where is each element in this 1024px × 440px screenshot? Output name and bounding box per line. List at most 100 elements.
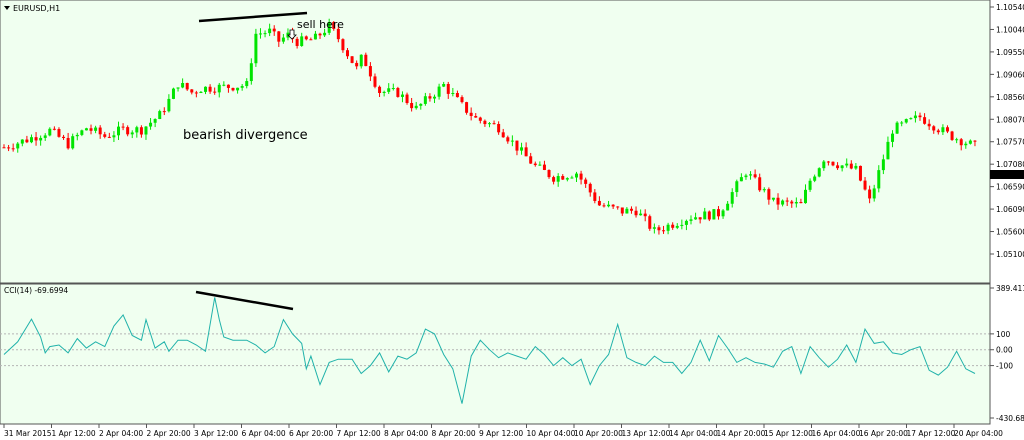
bear-candle (318, 32, 322, 39)
bull-candle (556, 173, 560, 187)
candle-body (167, 98, 171, 112)
price-tick-label: 1.10040 (996, 25, 1024, 34)
bull-candle (900, 120, 904, 127)
candle-body (419, 103, 423, 106)
bull-candle (840, 165, 844, 172)
candle-body (34, 137, 38, 141)
bear-candle (579, 170, 583, 185)
bull-candle (625, 207, 629, 214)
candle-body (813, 176, 817, 181)
bull-candle (565, 177, 569, 182)
candle-body (323, 32, 327, 36)
candle-body (332, 21, 336, 29)
bull-candle (258, 28, 262, 39)
bear-candle (469, 107, 473, 121)
time-tick-label: 6 Apr 04:00 (242, 429, 286, 438)
bull-candle (749, 171, 753, 180)
candle-body (2, 147, 6, 149)
candle-body (886, 141, 890, 160)
candle-body (845, 163, 849, 166)
candle-body (410, 102, 414, 109)
time-tick-label: 10 Apr 20:00 (574, 429, 623, 438)
bull-candle (327, 18, 331, 35)
candle-body (959, 139, 963, 146)
symbol-dropdown-icon[interactable] (4, 6, 10, 10)
bull-candle (414, 101, 418, 110)
bull-candle (913, 111, 917, 123)
price-tick-label: 1.05600 (996, 228, 1024, 237)
time-tick-label: 14 Apr 20:00 (717, 429, 766, 438)
candle-body (868, 189, 872, 199)
candle-body (185, 83, 189, 90)
bear-candle (836, 162, 840, 170)
bear-candle (515, 140, 519, 156)
candle-body (565, 178, 569, 180)
candle-body (391, 88, 395, 90)
bear-candle (552, 175, 556, 185)
bull-candle (423, 92, 427, 106)
bull-candle (941, 124, 945, 135)
candle-body (71, 136, 75, 149)
candle-body (616, 206, 620, 208)
cci-title: CCI(14) -69.6994 (4, 286, 68, 295)
candle-body (460, 97, 464, 103)
bear-candle (309, 37, 313, 41)
bull-candle (171, 87, 175, 100)
candle-body (130, 132, 134, 135)
candle-body (556, 176, 560, 182)
candle-body (955, 139, 959, 141)
candle-body (538, 164, 542, 166)
candle-body (726, 203, 730, 211)
bull-candle (217, 82, 221, 98)
bull-candle (240, 84, 244, 91)
candle-body (268, 28, 272, 34)
bear-candle (753, 169, 757, 179)
candle-body (822, 161, 826, 169)
candle-body (80, 130, 84, 135)
candle-body (144, 126, 148, 135)
candle-body (400, 94, 404, 97)
price-trendline[interactable] (198, 11, 308, 23)
candle-body (913, 115, 917, 119)
candles (2, 18, 977, 235)
bear-candle (542, 160, 546, 171)
price-pane[interactable] (0, 0, 991, 284)
bear-candle (185, 82, 189, 91)
candle-body (277, 31, 281, 42)
bear-candle (446, 81, 450, 99)
bear-candle (364, 52, 368, 67)
bear-candle (616, 206, 620, 210)
candle-body (29, 137, 33, 143)
bull-candle (694, 212, 698, 220)
candle-body (575, 173, 578, 178)
candle-body (721, 210, 725, 217)
time-tick-label: 10 Apr 04:00 (527, 429, 576, 438)
bull-candle (204, 86, 208, 95)
candle-body (849, 163, 853, 169)
bear-candle (492, 120, 496, 125)
candle-body (758, 177, 762, 191)
candle-body (208, 86, 212, 92)
bear-candle (629, 206, 633, 214)
candle-body (373, 76, 377, 87)
bull-candle (813, 174, 817, 183)
bear-candle (98, 125, 102, 139)
bull-candle (520, 142, 524, 155)
cci-line (3, 297, 976, 404)
candle-body (171, 88, 175, 99)
candle-body (602, 205, 606, 207)
candle-body (217, 84, 221, 93)
bear-candle (662, 225, 666, 234)
bear-candle (657, 225, 661, 235)
candle-body (666, 224, 670, 231)
candle-body (785, 200, 789, 202)
bear-candle (643, 209, 647, 222)
bull-candle (176, 87, 180, 92)
bull-candle (20, 139, 24, 147)
bull-candle (181, 78, 185, 89)
candle-body (515, 140, 519, 151)
cci-trendline[interactable] (195, 290, 294, 311)
candle-body (368, 66, 372, 77)
bull-candle (639, 209, 643, 216)
